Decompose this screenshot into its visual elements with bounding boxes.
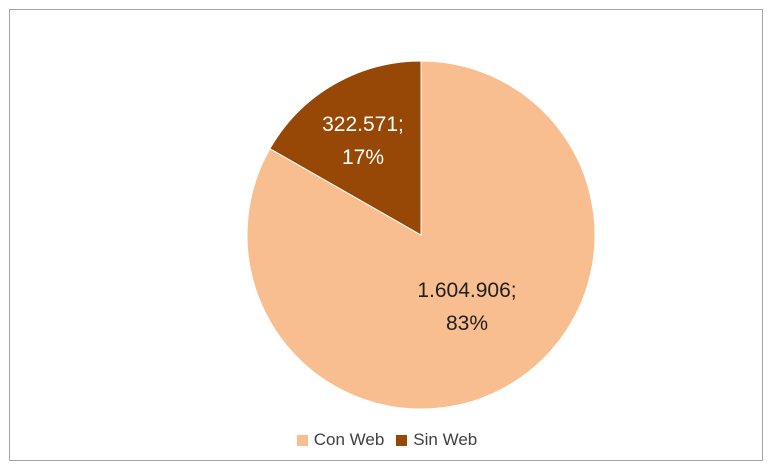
legend-swatch-con-web [296,434,308,446]
data-label-value-sin-web: 322.571; [322,113,404,136]
legend-label-sin-web: Sin Web [413,430,478,449]
legend-label-con-web: Con Web [313,430,385,449]
pie-slice-sin-web [269,60,422,236]
data-label-percent-sin-web: 17% [342,146,384,169]
chart-legend: Con Web Sin Web [0,430,774,450]
legend-entry-sin-web: Sin Web [396,430,477,450]
legend-entry-con-web: Con Web [296,430,385,450]
data-label-value-con-web: 1.604.906; [417,279,516,302]
data-label-percent-con-web: 83% [446,312,488,335]
legend-swatch-sin-web [396,434,408,446]
